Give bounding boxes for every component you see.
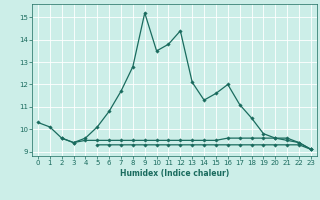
X-axis label: Humidex (Indice chaleur): Humidex (Indice chaleur) bbox=[120, 169, 229, 178]
